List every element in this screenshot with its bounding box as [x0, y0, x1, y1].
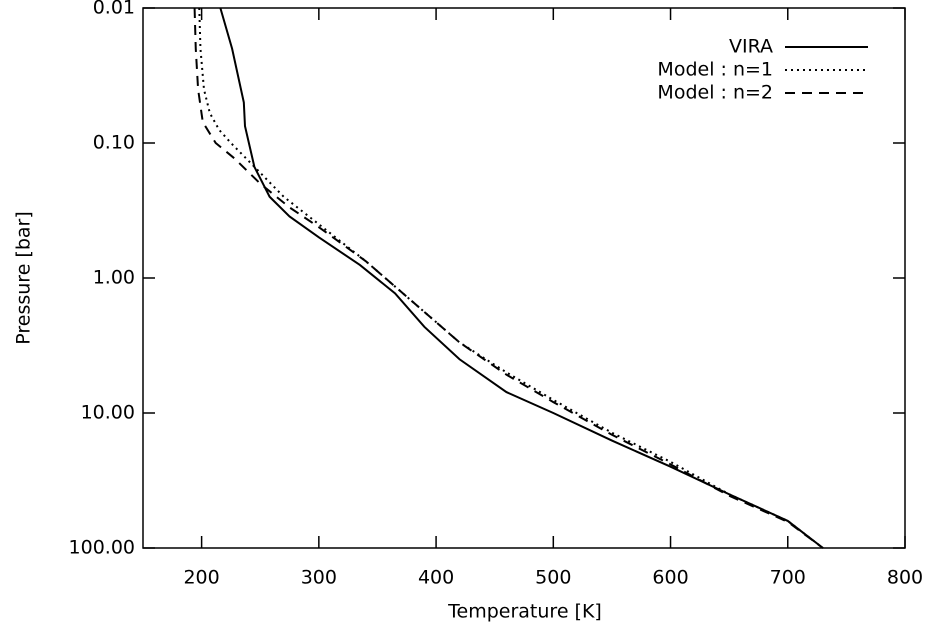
- legend-label: Model : n=2: [657, 82, 773, 104]
- x-tick-label: 200: [183, 567, 219, 589]
- x-tick-label: 300: [301, 567, 337, 589]
- line: [193, 7, 824, 549]
- y-axis-label: Pressure [bar]: [13, 211, 35, 345]
- x-tick-label: 600: [652, 567, 688, 589]
- x-tick-label: 700: [770, 567, 806, 589]
- y-tick-label: 0.10: [93, 132, 135, 154]
- x-tick-label: 800: [887, 567, 923, 589]
- y-tick-label: 10.00: [81, 402, 135, 424]
- y-tick-label: 0.01: [93, 0, 135, 19]
- plot-frame: [142, 7, 906, 549]
- y-tick-label: 100.00: [69, 537, 135, 559]
- x-tick-label: 400: [418, 567, 454, 589]
- x-axis-label: Temperature [K]: [447, 601, 602, 623]
- legend-label: Model : n=1: [657, 59, 773, 81]
- legend-label: VIRA: [729, 36, 773, 58]
- x-tick-label: 500: [535, 567, 571, 589]
- line: [219, 7, 824, 549]
- y-tick-label: 1.00: [93, 267, 135, 289]
